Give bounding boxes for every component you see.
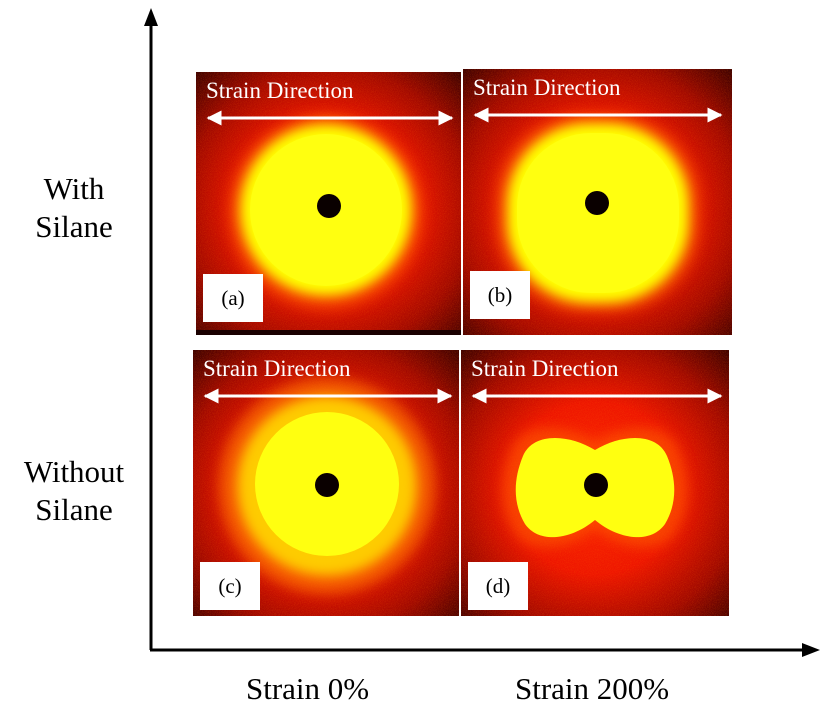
panel-a: Strain Direction (a) <box>196 72 461 335</box>
x-axis-arrowhead <box>802 643 820 657</box>
strain-direction-arrow <box>206 110 454 126</box>
row-label-without-silane: Without Silane <box>6 453 142 529</box>
strain-direction-label: Strain Direction <box>471 356 619 381</box>
panel-c: Strain Direction (c) <box>193 350 459 616</box>
x-label-strain-0: Strain 0% <box>246 671 370 706</box>
row-label-line2: Silane <box>35 209 113 244</box>
beam-stop <box>317 194 341 218</box>
beam-stop <box>584 473 608 497</box>
strain-direction-arrow <box>203 388 453 404</box>
row-label-line1: Without <box>23 454 125 489</box>
panel-b: Strain Direction (b) <box>463 69 732 335</box>
strain-direction-label: Strain Direction <box>473 75 621 100</box>
row-label-with-silane: With Silane <box>6 170 142 246</box>
beam-stop <box>585 191 609 215</box>
panel-tag: (c) <box>200 562 260 610</box>
row-label-line2: Silane <box>35 492 113 527</box>
panel-tag: (a) <box>203 274 263 322</box>
panel-tag: (d) <box>468 562 528 610</box>
beam-stop <box>315 473 339 497</box>
row-label-line1: With <box>43 171 105 206</box>
strain-direction-arrow <box>471 388 723 404</box>
y-axis-arrowhead <box>144 8 158 26</box>
strain-direction-label: Strain Direction <box>203 356 351 381</box>
panel-tag: (b) <box>470 271 530 319</box>
strain-direction-arrow <box>473 107 723 123</box>
panel-d: Strain Direction (d) <box>461 350 729 616</box>
strain-direction-label: Strain Direction <box>206 78 354 103</box>
x-label-strain-200: Strain 200% <box>515 671 670 706</box>
